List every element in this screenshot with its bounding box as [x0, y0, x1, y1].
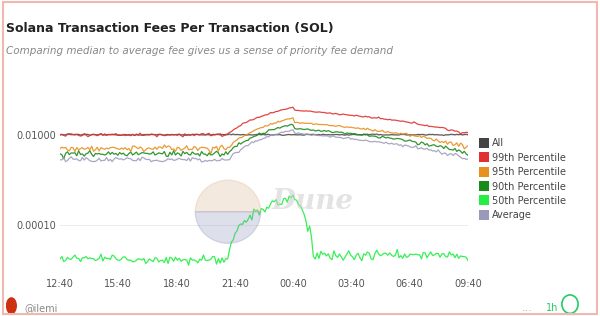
Circle shape	[7, 298, 16, 313]
Text: Dune: Dune	[272, 188, 354, 216]
Text: Comparing median to average fee gives us a sense of priority fee demand: Comparing median to average fee gives us…	[6, 46, 393, 56]
Legend: All, 99th Percentile, 95th Percentile, 90th Percentile, 50th Percentile, Average: All, 99th Percentile, 95th Percentile, 9…	[481, 138, 566, 220]
Text: 1h: 1h	[546, 303, 559, 313]
Text: ...: ...	[522, 303, 533, 313]
Wedge shape	[195, 212, 261, 243]
Text: Solana Transaction Fees Per Transaction (SOL): Solana Transaction Fees Per Transaction …	[6, 22, 334, 35]
Text: @ilemi: @ilemi	[24, 303, 58, 313]
Wedge shape	[195, 180, 261, 212]
